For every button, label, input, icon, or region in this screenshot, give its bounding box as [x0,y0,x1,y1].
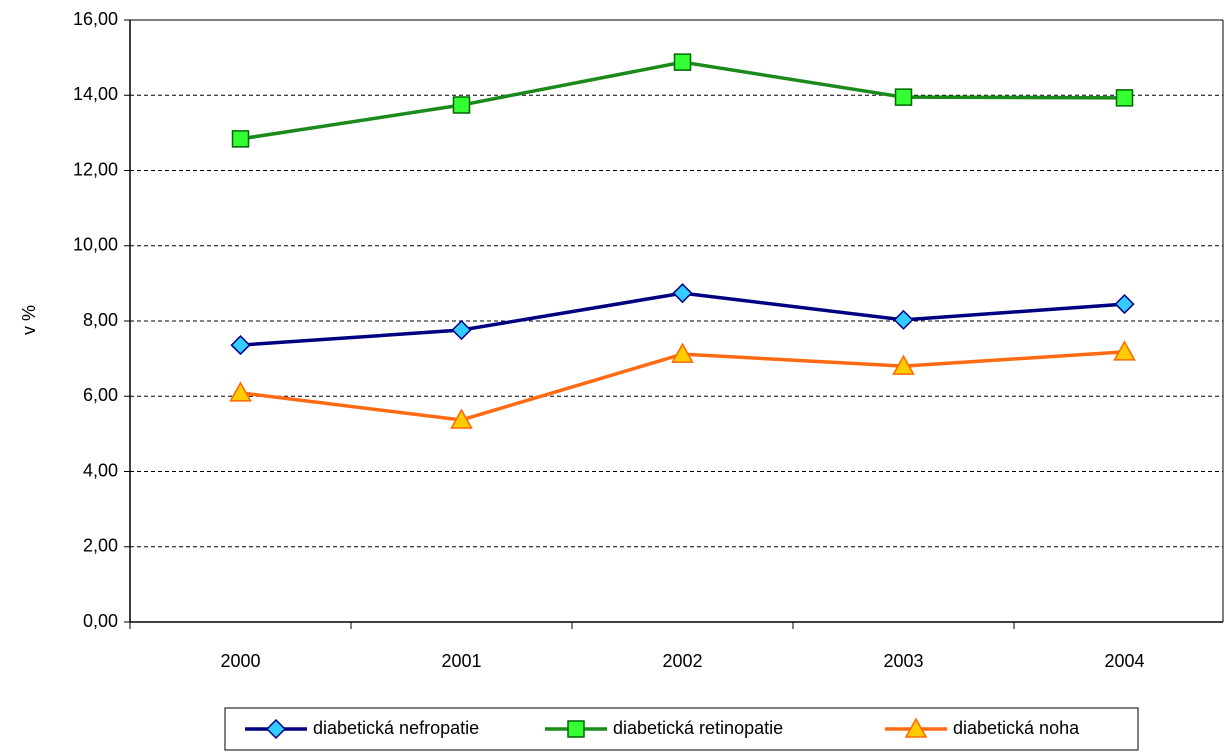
y-tick-label: 16,00 [73,9,118,29]
marker [1113,340,1136,361]
legend-label: diabetická nefropatie [313,718,479,738]
legend-label: diabetická noha [953,718,1080,738]
legend-label: diabetická retinopatie [613,718,783,738]
y-tick-label: 2,00 [83,536,118,556]
legend-marker [904,717,928,738]
marker [231,130,250,148]
y-tick-label: 14,00 [73,84,118,104]
y-tick-label: 0,00 [83,611,118,631]
marker [1114,294,1135,315]
x-tick-label: 2003 [883,651,923,671]
y-tick-label: 12,00 [73,159,118,179]
marker [893,309,914,330]
marker [894,88,913,106]
marker [671,342,694,363]
y-axis-label: v % [19,305,39,335]
x-tick-label: 2001 [441,651,481,671]
marker [229,381,252,402]
legend-marker [567,720,585,738]
x-tick-label: 2004 [1104,651,1144,671]
legend [224,707,1139,751]
legend-marker [265,718,287,740]
marker [673,53,692,71]
y-tick-label: 8,00 [83,310,118,330]
y-tick-label: 4,00 [83,460,118,480]
x-tick-label: 2000 [220,651,260,671]
y-tick-label: 10,00 [73,235,118,255]
marker [1115,89,1134,107]
x-tick-label: 2002 [662,651,702,671]
marker [450,408,473,429]
series-line [240,60,1125,141]
marker [672,283,693,304]
marker [892,354,915,375]
marker [452,96,471,114]
y-tick-label: 6,00 [83,385,118,405]
marker [451,319,472,341]
marker [230,335,251,356]
